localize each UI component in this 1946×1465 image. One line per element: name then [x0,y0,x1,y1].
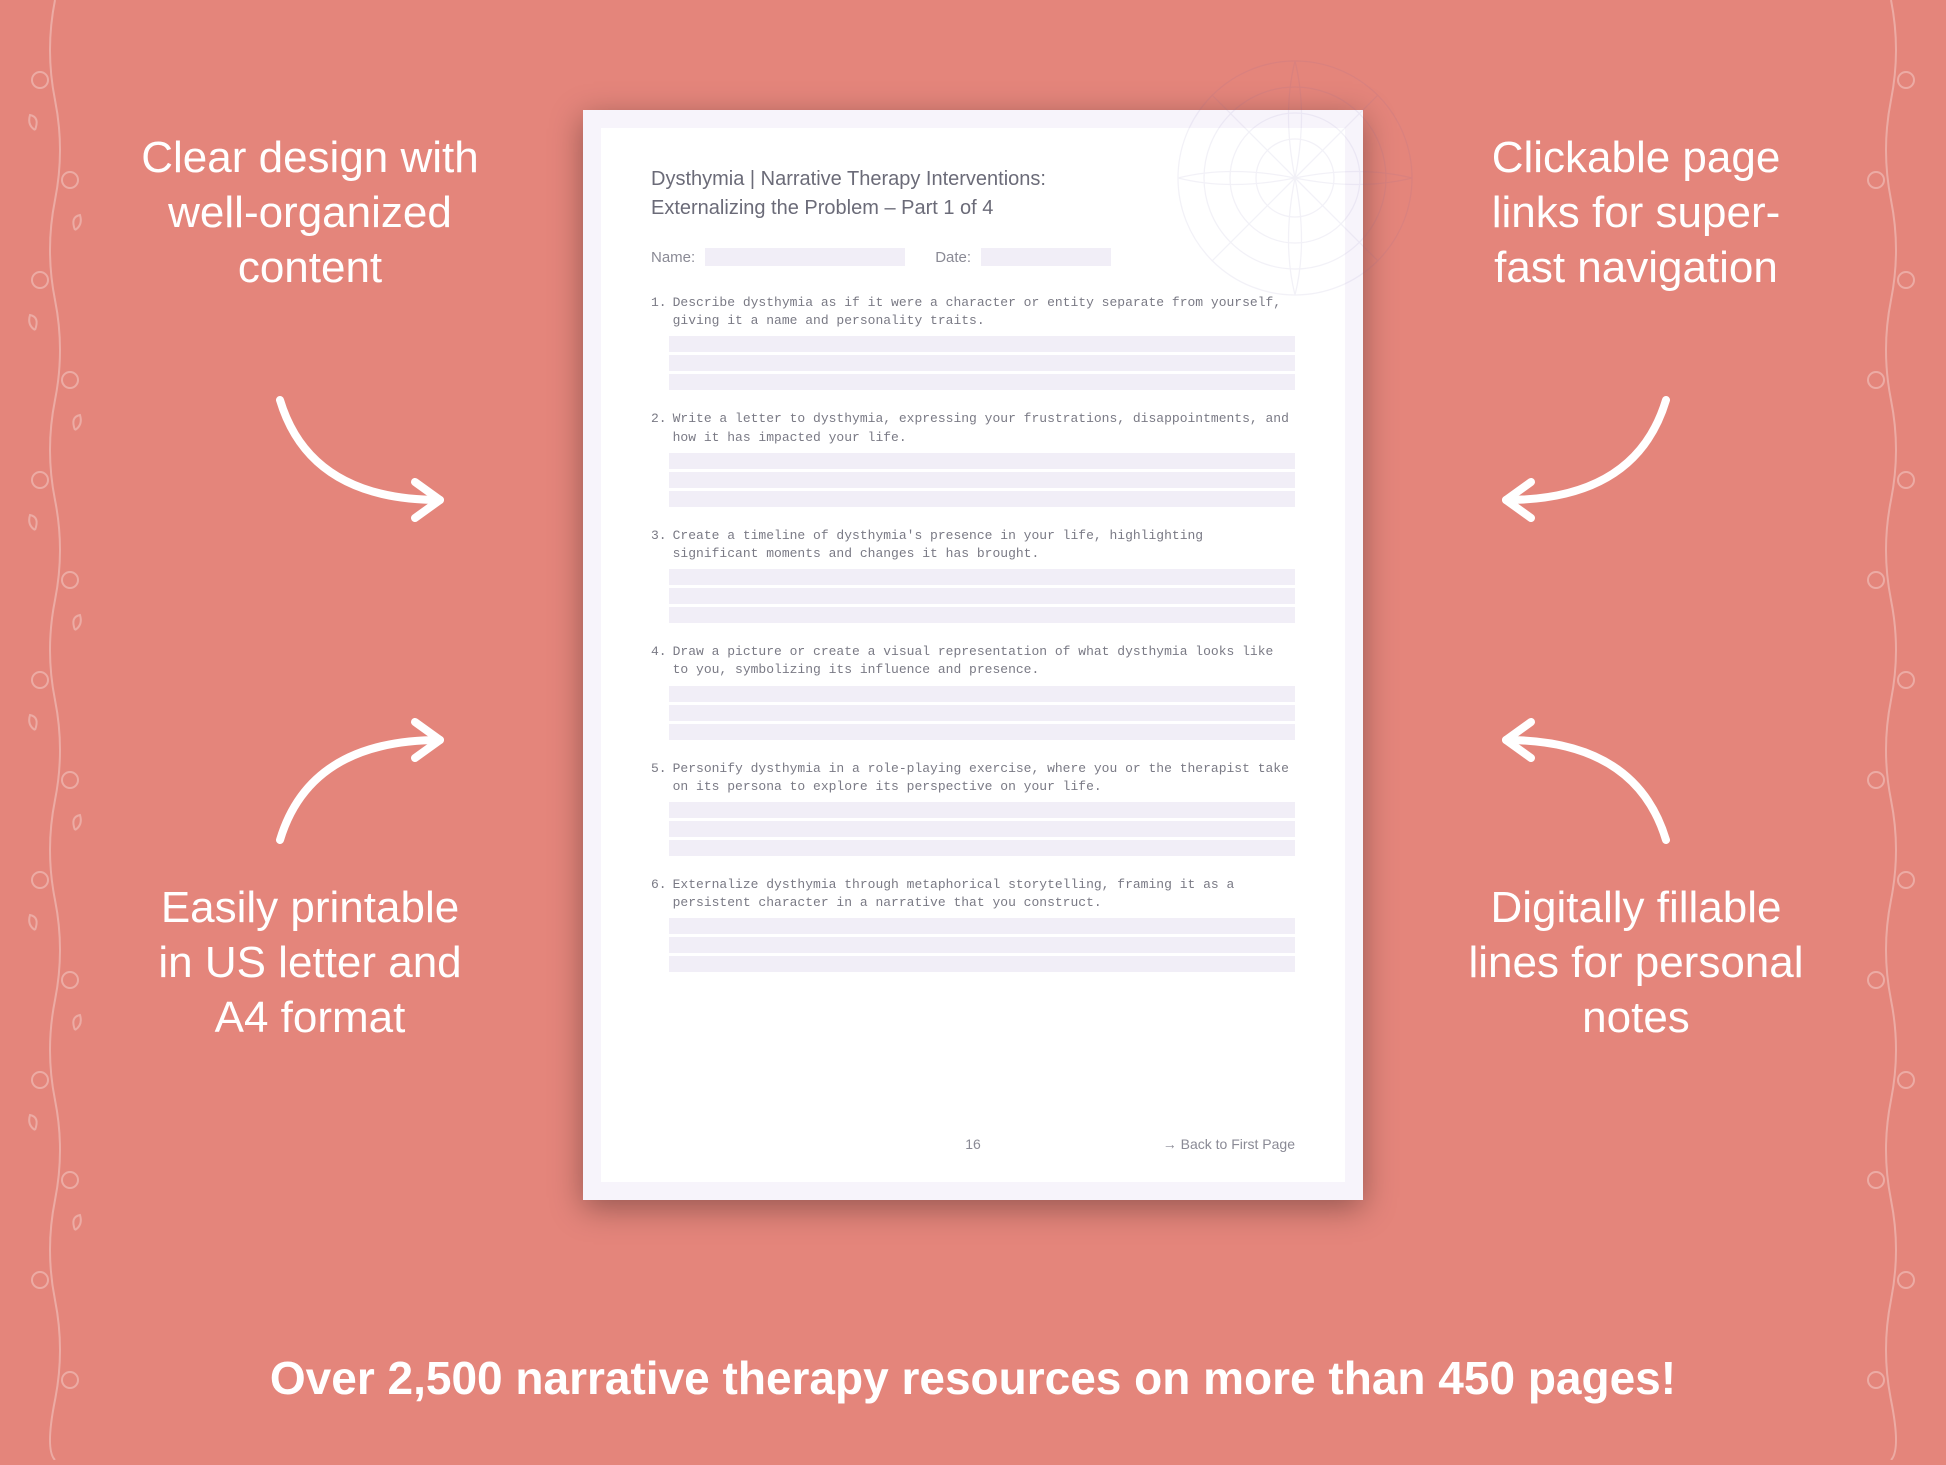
question-number: 6. [651,876,667,912]
arrow-top-left [250,380,470,540]
answer-line[interactable] [669,588,1295,604]
questions-list: 1.Describe dysthymia as if it were a cha… [651,294,1295,972]
name-input-line[interactable] [705,248,905,266]
question-number: 5. [651,760,667,796]
bottom-banner-text: Over 2,500 narrative therapy resources o… [0,1351,1946,1405]
page-number: 16 [965,1136,981,1152]
answer-line[interactable] [669,569,1295,585]
question-1: 1.Describe dysthymia as if it were a cha… [651,294,1295,390]
answer-line[interactable] [669,937,1295,953]
answer-line[interactable] [669,374,1295,390]
date-field: Date: [935,248,1111,266]
answer-lines[interactable] [669,802,1295,856]
answer-line[interactable] [669,453,1295,469]
question-number: 3. [651,527,667,563]
answer-line[interactable] [669,956,1295,972]
answer-line[interactable] [669,918,1295,934]
name-date-row: Name: Date: [651,248,1295,266]
date-label: Date: [935,249,971,266]
answer-line[interactable] [669,686,1295,702]
answer-lines[interactable] [669,336,1295,390]
question-text: Describe dysthymia as if it were a chara… [673,294,1295,330]
answer-line[interactable] [669,840,1295,856]
question-4: 4.Draw a picture or create a visual repr… [651,643,1295,739]
question-text: Draw a picture or create a visual repres… [673,643,1295,679]
arrow-bottom-left [250,700,470,860]
answer-line[interactable] [669,336,1295,352]
floral-border-left [15,0,95,1460]
answer-lines[interactable] [669,918,1295,972]
arrow-top-right [1476,380,1696,540]
answer-line[interactable] [669,472,1295,488]
arrow-bottom-right [1476,700,1696,860]
answer-line[interactable] [669,821,1295,837]
question-text: Write a letter to dysthymia, expressing … [673,410,1295,446]
question-number: 2. [651,410,667,446]
question-text: Personify dysthymia in a role-playing ex… [673,760,1295,796]
answer-line[interactable] [669,355,1295,371]
question-3: 3.Create a timeline of dysthymia's prese… [651,527,1295,623]
question-6: 6.Externalize dysthymia through metaphor… [651,876,1295,972]
callout-bottom-right: Digitally fillable lines for personal no… [1466,880,1806,1045]
worksheet-inner: Dysthymia | Narrative Therapy Interventi… [601,128,1345,1182]
question-2: 2.Write a letter to dysthymia, expressin… [651,410,1295,506]
floral-border-right [1851,0,1931,1460]
question-number: 4. [651,643,667,679]
answer-lines[interactable] [669,686,1295,740]
question-5: 5.Personify dysthymia in a role-playing … [651,760,1295,856]
doc-title-line1: Dysthymia | Narrative Therapy Interventi… [651,168,1295,191]
answer-lines[interactable] [669,569,1295,623]
answer-line[interactable] [669,705,1295,721]
callout-top-right: Clickable page links for super-fast navi… [1466,130,1806,295]
name-field: Name: [651,248,905,266]
doc-title-line2: Externalizing the Problem – Part 1 of 4 [651,197,1295,220]
callout-bottom-left: Easily printable in US letter and A4 for… [140,880,480,1045]
page-footer: 16 → Back to First Page [651,1136,1295,1152]
name-label: Name: [651,249,695,266]
back-to-first-link[interactable]: → Back to First Page [1163,1136,1295,1152]
answer-lines[interactable] [669,453,1295,507]
question-number: 1. [651,294,667,330]
question-text: Create a timeline of dysthymia's presenc… [673,527,1295,563]
callout-top-left: Clear design with well-organized content [140,130,480,295]
answer-line[interactable] [669,724,1295,740]
question-text: Externalize dysthymia through metaphoric… [673,876,1295,912]
answer-line[interactable] [669,802,1295,818]
answer-line[interactable] [669,491,1295,507]
answer-line[interactable] [669,607,1295,623]
worksheet-page: Dysthymia | Narrative Therapy Interventi… [583,110,1363,1200]
date-input-line[interactable] [981,248,1111,266]
